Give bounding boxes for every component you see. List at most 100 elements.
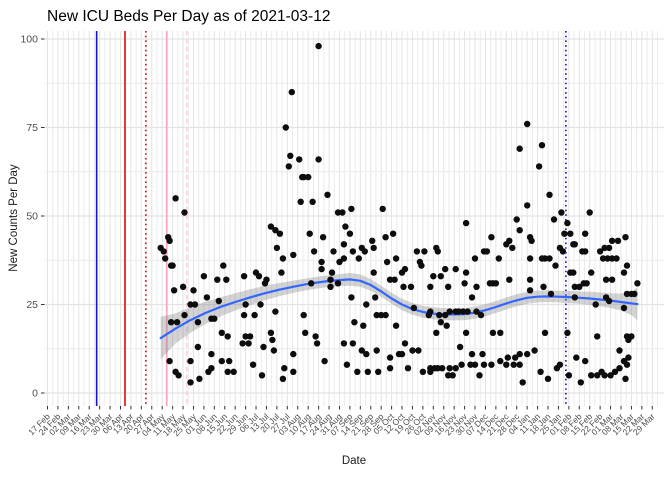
y-tick-label: 0 [32, 388, 38, 400]
data-point [364, 368, 371, 375]
data-point [449, 372, 456, 379]
data-point [611, 368, 619, 375]
data-point [564, 329, 571, 336]
data-point [173, 319, 181, 326]
x-axis-title: Date [342, 455, 366, 467]
data-point [288, 88, 295, 96]
data-point [330, 248, 337, 255]
data-point [355, 255, 362, 262]
data-point [223, 276, 230, 283]
data-point [477, 311, 485, 319]
data-point [310, 248, 318, 255]
data-point [483, 248, 491, 255]
data-point [279, 375, 287, 382]
data-point [459, 308, 467, 315]
data-point [623, 361, 631, 368]
data-point [446, 308, 453, 315]
data-point [582, 230, 589, 237]
chart-title: New ICU Beds Per Day as of 2021-03-12 [47, 8, 330, 25]
data-point [194, 343, 202, 351]
data-point [160, 248, 167, 255]
data-point [471, 361, 479, 368]
data-point [516, 145, 523, 152]
data-point [452, 365, 459, 372]
data-point [620, 304, 628, 312]
data-point [319, 234, 327, 241]
data-point [509, 244, 516, 252]
data-point [181, 209, 188, 216]
data-point [398, 350, 406, 358]
data-point [415, 347, 422, 354]
data-point [583, 280, 590, 287]
data-point [296, 156, 303, 163]
data-point [623, 262, 631, 269]
confidence-band [160, 273, 638, 360]
data-point [401, 265, 409, 273]
data-point [278, 269, 285, 276]
data-point [558, 209, 565, 216]
data-point [468, 294, 476, 301]
data-point [616, 347, 623, 354]
data-point [346, 230, 354, 237]
data-point [462, 269, 470, 276]
data-point [571, 283, 578, 290]
data-point [492, 280, 500, 287]
data-point [570, 269, 577, 276]
data-point [308, 280, 315, 287]
data-point [246, 333, 254, 340]
data-point [372, 294, 379, 301]
data-point [634, 280, 641, 287]
data-point [559, 248, 567, 255]
data-point [334, 280, 342, 287]
data-point [577, 379, 584, 386]
data-point [512, 354, 519, 361]
data-point [300, 311, 307, 319]
data-point [407, 283, 415, 290]
data-point [455, 308, 462, 315]
data-point [526, 276, 534, 283]
data-point [290, 251, 297, 259]
data-point [169, 262, 176, 269]
data-point [433, 244, 440, 252]
data-point [442, 265, 449, 273]
data-point [413, 248, 421, 255]
data-point [431, 365, 438, 372]
y-tick-label: 25 [26, 299, 38, 311]
data-point [242, 333, 249, 340]
data-point [373, 347, 380, 354]
data-point [340, 241, 348, 248]
data-point [433, 329, 440, 336]
data-point [203, 294, 211, 301]
data-point [200, 273, 208, 280]
data-point [510, 361, 517, 368]
data-point [386, 365, 394, 372]
data-point [351, 319, 358, 326]
data-point [503, 361, 510, 368]
data-point [524, 350, 531, 358]
data-point [445, 372, 452, 379]
data-point [260, 343, 267, 351]
data-point [565, 372, 573, 379]
data-point [309, 198, 316, 205]
data-point [315, 42, 322, 50]
data-point [488, 234, 495, 241]
data-point [386, 354, 394, 361]
data-point [251, 311, 258, 319]
data-point [287, 152, 294, 159]
data-point [497, 357, 504, 365]
data-point [340, 340, 348, 347]
data-point [436, 311, 443, 319]
data-point [596, 248, 604, 255]
data-point [588, 269, 595, 276]
data-point [623, 290, 631, 298]
y-tick-label: 100 [20, 34, 38, 46]
data-point [602, 276, 610, 283]
data-point [378, 311, 385, 319]
data-point [586, 209, 593, 216]
data-point [175, 372, 182, 379]
data-point [273, 244, 281, 252]
data-point [363, 350, 370, 358]
data-point [404, 365, 412, 372]
data-point [616, 365, 623, 372]
